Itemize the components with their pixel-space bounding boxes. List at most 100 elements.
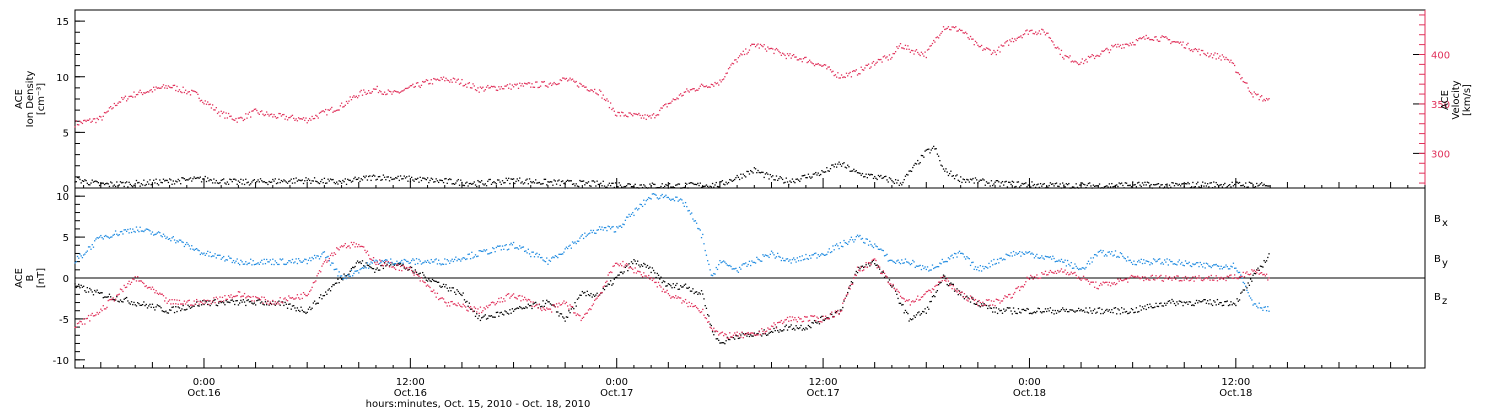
data-point-c1-s2 (1071, 273, 1074, 275)
data-point-c1-s0 (496, 311, 499, 313)
data-point-c1-s0 (763, 329, 765, 331)
data-point-c0-s1 (799, 180, 801, 183)
data-point-c0-s1 (987, 182, 989, 184)
data-point-c0-s1 (1103, 186, 1106, 188)
data-point-c1-s0 (283, 304, 285, 307)
data-point-c1-s2 (150, 288, 152, 290)
data-point-c1-s1 (791, 258, 794, 261)
data-point-c1-s0 (1258, 269, 1260, 271)
data-point-c1-s0 (930, 300, 932, 303)
data-point-c1-s1 (1220, 265, 1222, 268)
data-point-c1-s0 (1044, 308, 1047, 310)
data-point-c1-s1 (242, 263, 244, 265)
data-point-c0-s1 (220, 179, 222, 182)
data-point-c0-s1 (1004, 181, 1006, 183)
data-point-c0-s1 (291, 182, 294, 184)
data-point-c1-s2 (600, 292, 602, 294)
data-point-c1-s2 (81, 323, 84, 325)
data-point-c1-s2 (1057, 269, 1059, 272)
data-point-c0-s1 (324, 182, 327, 184)
data-point-c1-s0 (645, 266, 647, 268)
data-point-c1-s2 (85, 317, 87, 320)
data-point-c1-s2 (748, 333, 751, 335)
data-point-c0-s0 (465, 83, 467, 86)
data-point-c0-s0 (478, 91, 480, 93)
data-point-c1-s2 (1177, 275, 1179, 277)
data-point-c1-s0 (611, 284, 613, 286)
data-point-c0-s0 (460, 82, 462, 84)
data-point-c1-s1 (451, 258, 453, 260)
data-point-c1-s2 (595, 298, 597, 300)
data-point-c1-s0 (635, 263, 638, 265)
data-point-c0-s1 (1205, 185, 1208, 187)
data-point-c1-s2 (418, 275, 420, 277)
data-point-c1-s0 (339, 277, 342, 279)
data-point-c1-s2 (235, 295, 237, 297)
data-point-c0-s1 (1035, 186, 1037, 189)
data-point-c1-s1 (164, 235, 166, 237)
data-point-c1-s1 (1047, 256, 1049, 258)
data-point-c1-s1 (466, 258, 468, 260)
data-point-c1-s2 (571, 306, 574, 308)
data-point-c0-s0 (842, 76, 844, 79)
data-point-c1-s1 (510, 242, 512, 244)
data-point-c1-s1 (251, 264, 253, 266)
data-point-c1-s2 (156, 292, 158, 294)
data-point-c1-s2 (374, 261, 376, 264)
data-point-c1-s0 (457, 290, 459, 293)
data-point-c1-s1 (1011, 255, 1013, 257)
data-point-c1-s2 (250, 296, 252, 298)
data-point-c0-s0 (193, 90, 195, 92)
data-point-c0-s0 (358, 95, 360, 97)
data-point-c0-s1 (1041, 185, 1043, 187)
data-point-c1-s1 (401, 259, 403, 262)
data-point-c0-s1 (603, 185, 606, 187)
data-point-c0-s1 (1116, 184, 1118, 186)
data-point-c1-s1 (350, 269, 353, 272)
data-point-c1-s0 (127, 300, 129, 302)
data-point-c0-s1 (788, 183, 790, 186)
data-point-c0-s0 (1203, 52, 1205, 55)
data-point-c0-s0 (1123, 47, 1125, 49)
data-point-c0-s0 (130, 95, 133, 97)
data-point-c1-s2 (225, 298, 227, 300)
data-point-c0-s0 (745, 48, 747, 50)
data-point-c1-s1 (533, 256, 536, 258)
data-point-c0-s0 (1027, 33, 1029, 35)
data-point-c1-s1 (181, 241, 183, 243)
data-point-c1-s1 (547, 263, 549, 265)
data-point-c1-s2 (822, 315, 824, 317)
data-point-c1-s0 (403, 267, 405, 269)
data-point-c1-s2 (802, 320, 805, 322)
data-point-c0-s0 (1224, 58, 1226, 61)
data-point-c0-s1 (1106, 185, 1108, 187)
data-point-c1-s2 (1245, 272, 1247, 274)
data-point-c0-s1 (579, 179, 581, 182)
data-point-c0-s1 (731, 180, 733, 182)
data-point-c1-s1 (705, 254, 708, 256)
data-point-c0-s1 (752, 172, 754, 174)
data-point-c1-s2 (317, 272, 319, 275)
data-point-c1-s2 (939, 281, 941, 283)
data-point-c1-s0 (990, 307, 993, 310)
data-point-c0-s1 (855, 170, 857, 172)
data-point-c1-s2 (786, 316, 789, 319)
data-point-c1-s1 (1055, 260, 1058, 262)
data-point-c0-s1 (1243, 185, 1246, 188)
data-point-c1-s2 (1039, 277, 1042, 279)
data-point-c0-s1 (1006, 186, 1009, 188)
data-point-c1-s0 (354, 265, 356, 268)
data-point-c1-s1 (465, 258, 467, 261)
data-point-c0-s0 (1218, 57, 1220, 59)
data-point-c0-s1 (455, 182, 457, 184)
data-point-c1-s2 (284, 297, 286, 299)
data-point-c1-s2 (576, 313, 579, 315)
data-point-c1-s0 (532, 303, 534, 305)
data-point-c0-s0 (772, 48, 774, 50)
data-point-c1-s2 (322, 263, 324, 265)
data-point-c0-s1 (414, 178, 416, 180)
data-point-c1-s0 (1077, 307, 1080, 310)
data-point-c1-s1 (1080, 268, 1082, 270)
data-point-c1-s0 (1097, 307, 1099, 309)
data-point-c0-s0 (1208, 56, 1210, 58)
